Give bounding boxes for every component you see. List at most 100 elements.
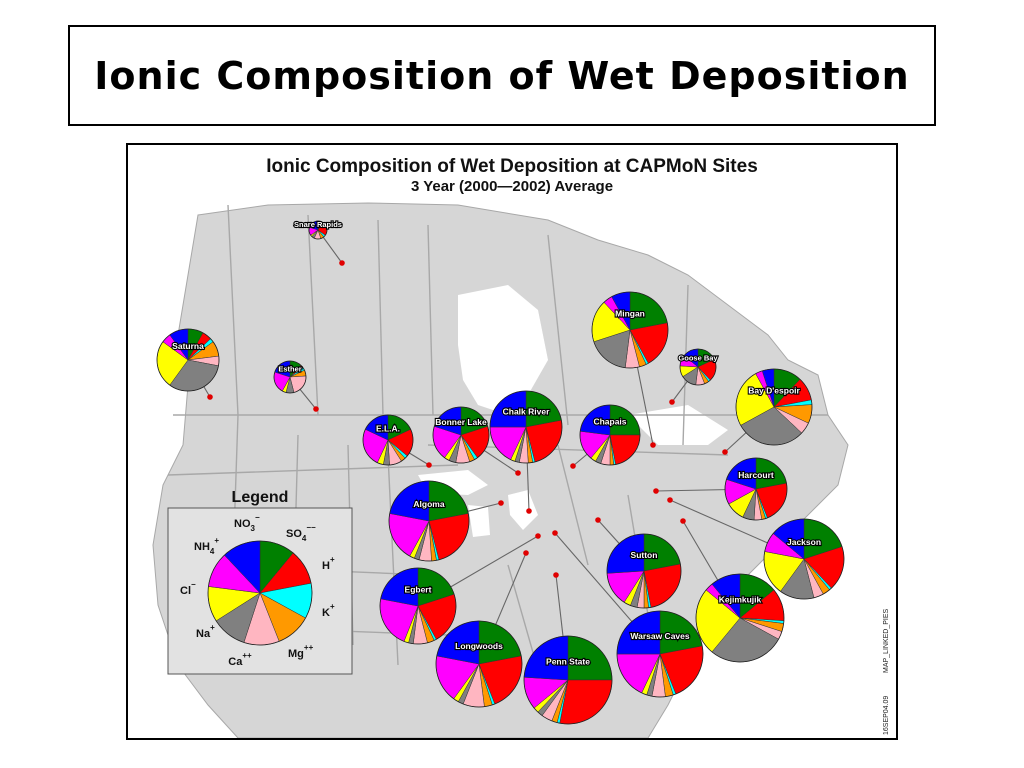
pie-outline (679, 348, 717, 386)
pie-outline (591, 291, 669, 369)
border-line (427, 224, 434, 416)
site-pie: Bonner Lake (432, 406, 490, 464)
site-label: Algoma (413, 499, 444, 509)
site-pie: Longwoods (435, 620, 523, 708)
site-label: Goose Bay (678, 354, 718, 363)
site-pies: Snare Rapids Saturna Esther Mingan Goose Bay… (156, 219, 845, 725)
site-label: Warsaw Caves (630, 631, 689, 641)
site-label: Penn State (546, 657, 590, 667)
legend-pie (207, 540, 313, 646)
site-label: Harcourt (738, 470, 774, 480)
site-dot (595, 517, 601, 523)
border-line (307, 214, 319, 416)
legend-label-k: K+ (322, 602, 335, 619)
site-pie: Penn State (523, 635, 613, 725)
site-pie: Saturna (156, 328, 220, 392)
site-pie: Bay D'espoir (735, 368, 813, 446)
site-dot (680, 518, 686, 524)
site-dot (523, 550, 529, 556)
site-pie: Esther (273, 360, 307, 394)
site-dot (426, 462, 432, 468)
border-line (557, 444, 589, 566)
pie-outline (606, 533, 682, 609)
site-label: Saturna (172, 341, 204, 351)
legend-label-so4: SO4−− (286, 523, 316, 543)
site-label: Mingan (615, 309, 645, 319)
legend-label-h: H+ (322, 555, 335, 572)
map-canvas: Ionic Composition of Wet Deposition at C… (128, 145, 896, 738)
site-label: Sutton (631, 550, 658, 560)
site-pie: Jackson (763, 518, 845, 600)
site-label: Jackson (787, 537, 821, 547)
pie-outline (379, 567, 457, 645)
pie-outline (523, 635, 613, 725)
site-dot (552, 530, 558, 536)
map-figure: Ionic Composition of Wet Deposition at C… (126, 143, 898, 740)
legend-title: Legend (232, 489, 289, 506)
pie-outline (724, 457, 788, 521)
site-dot (313, 406, 319, 412)
site-label: Esther (278, 364, 301, 373)
site-pie: E.L.A. (362, 414, 414, 466)
site-label: Longwoods (455, 641, 503, 651)
site-dot (570, 463, 576, 469)
site-dot (650, 442, 656, 448)
legend-labels: SO4−− H+ K+ Mg++ Ca++ Na+ Cl− NH4+ NO3− (180, 513, 335, 668)
slide-title: Ionic Composition of Wet Deposition (94, 53, 910, 98)
legend-label-nh4: NH4+ (194, 536, 219, 556)
site-pie: Harcourt (724, 457, 788, 521)
site-pie: Sutton (606, 533, 682, 609)
site-pie: Mingan (591, 291, 669, 369)
pie-outline (579, 404, 641, 466)
site-dot (553, 572, 559, 578)
site-dot (526, 508, 532, 514)
site-label: Bay D'espoir (748, 386, 800, 396)
pie-outline (616, 610, 704, 698)
site-pie: Egbert (379, 567, 457, 645)
slide-title-box: Ionic Composition of Wet Deposition (68, 25, 936, 126)
pie-outline (432, 406, 490, 464)
site-label: Egbert (405, 585, 432, 595)
site-pie: Goose Bay (677, 348, 720, 386)
site-label: Chapais (593, 417, 626, 427)
border-line (167, 464, 459, 476)
site-dot (667, 497, 673, 503)
border-line (227, 204, 239, 416)
pie-outline (735, 368, 813, 446)
legend: Legend SO4−− H+ K+ Mg++ Ca++ Na+ Cl− NH4+ NO3− (167, 489, 353, 675)
site-pie: Warsaw Caves (616, 610, 704, 698)
map-code-note: MAP_LINKED_PIES (883, 608, 890, 673)
map-date-note: 16SEP04.09 (883, 696, 890, 735)
legend-label-mg: Mg++ (288, 643, 314, 660)
site-dot (722, 449, 728, 455)
map-title: Ionic Composition of Wet Deposition at C… (266, 156, 758, 177)
pie-outline (489, 390, 563, 464)
site-dot (515, 470, 521, 476)
site-label: Kejimkujik (719, 595, 762, 605)
border-line (547, 234, 569, 426)
site-pie: Kejimkujik (695, 573, 785, 663)
site-pie: Chapais (579, 404, 641, 466)
site-dot (339, 260, 345, 266)
site-pie: Algoma (388, 480, 470, 562)
map-subtitle: 3 Year (2000—2002) Average (411, 178, 613, 195)
legend-label-no3: NO3− (234, 513, 260, 533)
pie-outline (308, 220, 328, 240)
pie-outline (362, 414, 414, 466)
pie-outline (207, 540, 313, 646)
pie-outline (763, 518, 845, 600)
border-line (377, 219, 384, 416)
site-dot (498, 500, 504, 506)
legend-label-cl: Cl− (180, 580, 196, 597)
site-pie: Chalk River (489, 390, 563, 464)
site-label: E.L.A. (376, 423, 400, 433)
site-dot (653, 488, 659, 494)
pie-outline (695, 573, 785, 663)
pie-outline (156, 328, 220, 392)
site-label: Snare Rapids (294, 220, 342, 229)
site-label: Bonner Lake (435, 417, 487, 427)
pie-outline (435, 620, 523, 708)
site-dot (535, 533, 541, 539)
site-label: Chalk River (503, 406, 550, 416)
site-dot (207, 394, 213, 400)
